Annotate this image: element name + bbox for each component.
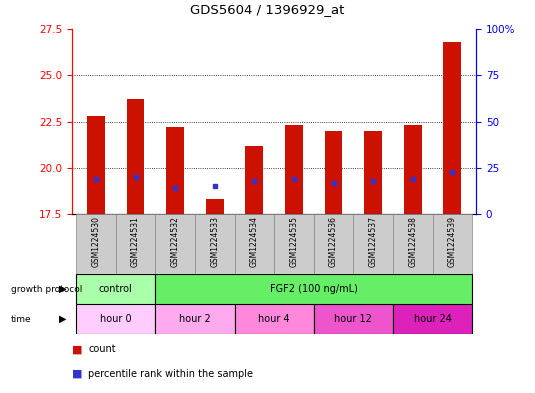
Text: GSM1224535: GSM1224535 <box>289 217 299 268</box>
Bar <box>116 214 155 274</box>
Bar <box>155 304 234 334</box>
Text: GSM1224530: GSM1224530 <box>91 217 101 268</box>
Text: GDS5604 / 1396929_at: GDS5604 / 1396929_at <box>190 3 345 16</box>
Text: GSM1224534: GSM1224534 <box>250 217 259 268</box>
Text: control: control <box>99 284 133 294</box>
Bar <box>325 131 342 214</box>
Bar <box>364 131 382 214</box>
Bar <box>246 146 263 214</box>
Bar <box>393 214 433 274</box>
Text: GSM1224532: GSM1224532 <box>171 217 180 267</box>
Bar <box>274 214 314 274</box>
Bar <box>166 127 184 214</box>
Text: percentile rank within the sample: percentile rank within the sample <box>88 369 253 379</box>
Text: count: count <box>88 345 116 354</box>
Bar <box>314 304 393 334</box>
Bar <box>76 214 116 274</box>
Bar <box>195 214 234 274</box>
Text: hour 0: hour 0 <box>100 314 132 324</box>
Bar <box>433 214 472 274</box>
Bar <box>234 304 314 334</box>
Bar <box>155 274 472 304</box>
Text: hour 24: hour 24 <box>414 314 452 324</box>
Bar <box>285 125 303 214</box>
Text: GSM1224537: GSM1224537 <box>369 217 378 268</box>
Bar <box>76 274 155 304</box>
Text: GSM1224538: GSM1224538 <box>408 217 417 267</box>
Bar <box>354 214 393 274</box>
Bar <box>87 116 105 214</box>
Bar <box>76 304 155 334</box>
Bar <box>155 214 195 274</box>
Bar <box>393 304 472 334</box>
Text: ▶: ▶ <box>59 314 66 324</box>
Text: ■: ■ <box>72 345 83 354</box>
Text: growth protocol: growth protocol <box>11 285 82 294</box>
Text: ▶: ▶ <box>59 284 66 294</box>
Text: time: time <box>11 314 32 323</box>
Text: GSM1224533: GSM1224533 <box>210 217 219 268</box>
Text: GSM1224531: GSM1224531 <box>131 217 140 267</box>
Bar <box>444 42 461 214</box>
Bar <box>404 125 422 214</box>
Text: ■: ■ <box>72 369 83 379</box>
Bar <box>127 99 144 214</box>
Text: GSM1224539: GSM1224539 <box>448 217 457 268</box>
Text: hour 12: hour 12 <box>334 314 372 324</box>
Bar <box>314 214 354 274</box>
Text: GSM1224536: GSM1224536 <box>329 217 338 268</box>
Text: hour 4: hour 4 <box>258 314 290 324</box>
Bar <box>234 214 274 274</box>
Bar <box>206 199 224 214</box>
Text: hour 2: hour 2 <box>179 314 211 324</box>
Text: FGF2 (100 ng/mL): FGF2 (100 ng/mL) <box>270 284 358 294</box>
